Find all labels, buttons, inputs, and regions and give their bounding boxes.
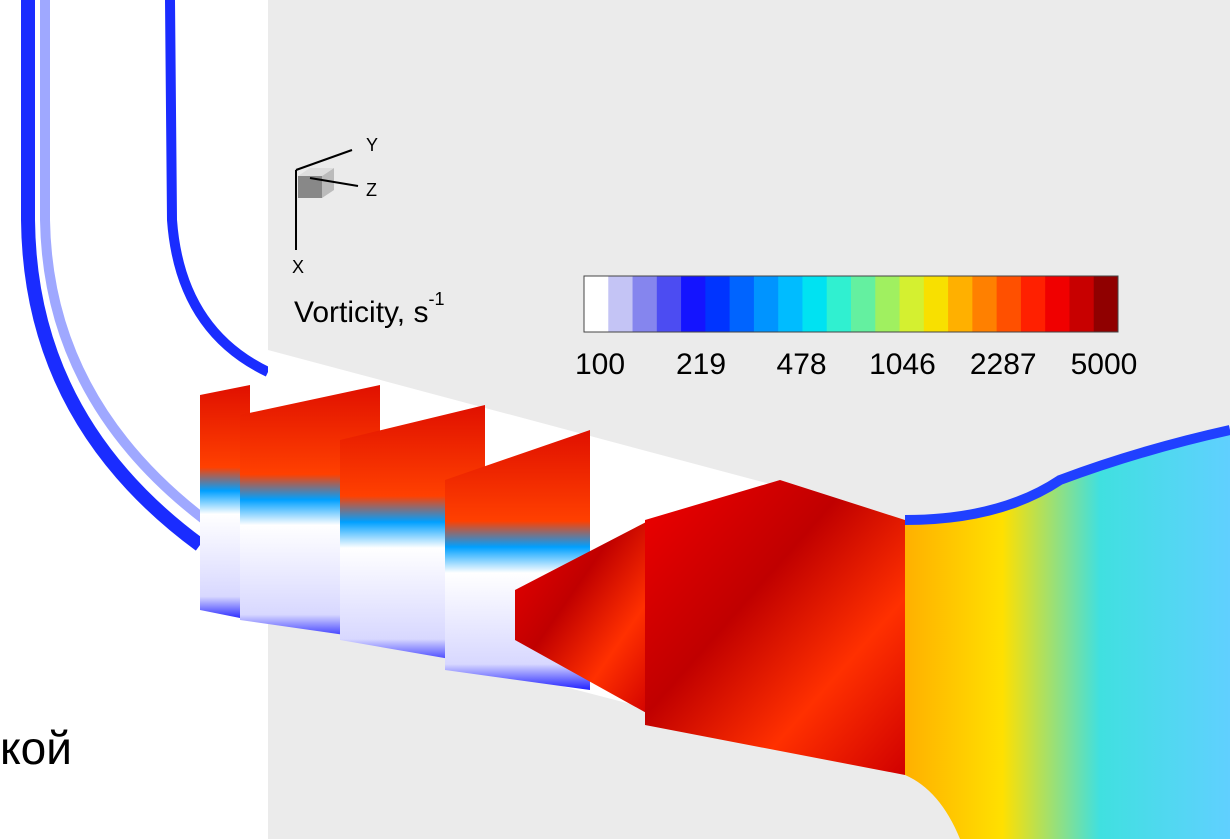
color-band [778,276,803,332]
color-band [972,276,997,332]
triad-label: X [292,257,304,277]
slice [645,480,905,775]
scene [28,0,1230,839]
color-band [1021,276,1046,332]
color-band [851,276,876,332]
color-band [657,276,682,332]
color-band [754,276,779,332]
colorbar-tick-label: 478 [777,348,827,381]
color-band [584,276,609,332]
color-band [875,276,900,332]
color-band [608,276,633,332]
color-band [681,276,706,332]
colorbar-tick-label: 1046 [869,348,936,381]
visualization: X Y Z Vorticity, s-1 100 219 478 1046 2287 50… [0,0,1230,839]
color-band [997,276,1022,332]
color-band [705,276,730,332]
color-band [948,276,973,332]
colorbar-tick-label: 5000 [1071,348,1138,381]
caption-fragment: кой [0,722,72,774]
color-band [900,276,925,332]
colorbar-title: Vorticity, s [294,296,428,329]
color-band [827,276,852,332]
colorbar-tick-label: 100 [575,348,625,381]
color-band [1094,276,1119,332]
color-band [802,276,827,332]
colorbar-tick-label: 219 [676,348,726,381]
color-band [1045,276,1070,332]
triad-label: Z [366,180,377,200]
color-band [633,276,658,332]
color-band [1069,276,1094,332]
color-band [924,276,949,332]
color-band [730,276,755,332]
triad-label: Y [366,135,378,155]
colorbar-tick-label: 2287 [970,348,1037,381]
colorbar-title-sup: -1 [428,289,444,309]
